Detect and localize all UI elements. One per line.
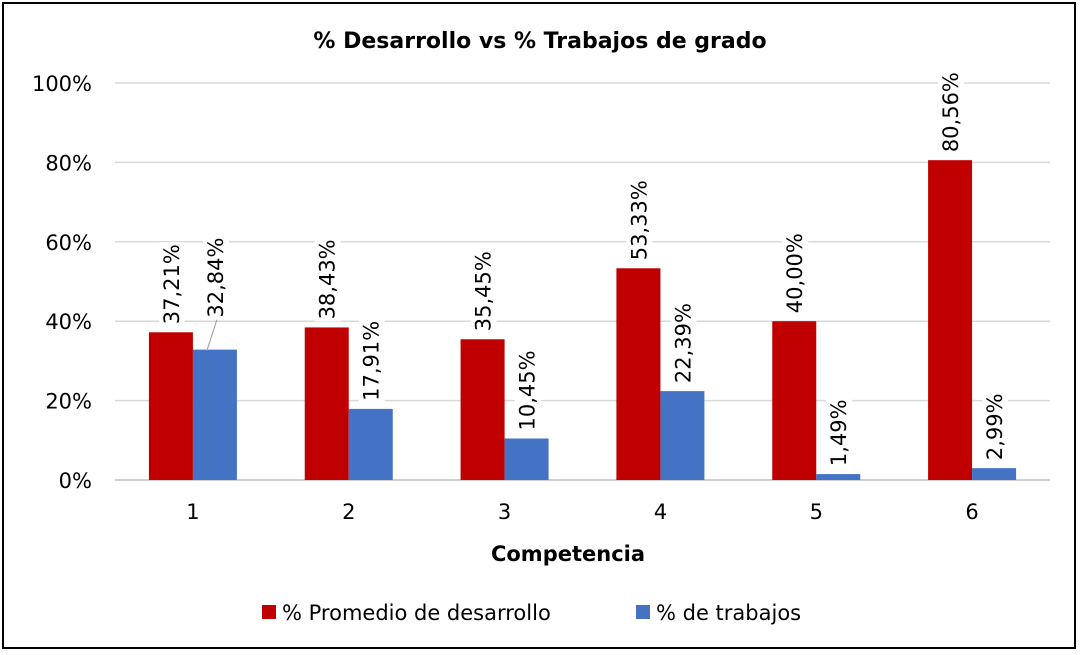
data-label-background: [158, 242, 185, 327]
data-labels: 37,21% 32,84% 38,43% 17,91% 35,45% 10,45% 53,3…: [158, 70, 1009, 469]
data-label-background: [826, 397, 853, 469]
data-label: 37,21%: [160, 244, 184, 324]
data-label: 2,99%: [983, 393, 1007, 460]
x-tick-label: 4: [654, 500, 667, 524]
legend-label: % de trabajos: [656, 601, 801, 625]
data-label-background: [514, 348, 541, 433]
bar-trabajos-4: [660, 391, 705, 480]
y-axis: 0% 20% 40% 60% 80% 100%: [32, 72, 92, 493]
x-tick-label: 3: [498, 500, 511, 524]
legend-label: % Promedio de desarrollo: [282, 601, 551, 625]
data-label-background: [314, 237, 341, 322]
data-label: 53,33%: [627, 180, 651, 260]
y-tick-label: 60%: [45, 231, 92, 255]
legend-swatch: [636, 605, 650, 619]
bars: [148, 160, 1017, 480]
y-tick-label: 80%: [45, 151, 92, 175]
x-tick-label: 2: [342, 500, 355, 524]
y-tick-label: 20%: [45, 390, 92, 414]
data-label-background: [202, 235, 229, 320]
bar-desarrollo-2: [304, 327, 349, 480]
data-label-background: [670, 301, 697, 386]
data-label-background: [358, 318, 385, 403]
bar-desarrollo-4: [616, 268, 661, 480]
bar-trabajos-3: [504, 438, 549, 480]
y-tick-label: 0%: [59, 469, 92, 493]
data-label-background: [626, 178, 653, 263]
bar-trabajos-5: [816, 474, 861, 480]
data-label: 80,56%: [939, 72, 963, 152]
data-label: 38,43%: [316, 239, 340, 319]
legend-swatch: [262, 605, 276, 619]
bar-trabajos-2: [348, 408, 393, 480]
gridlines: [115, 82, 1050, 481]
data-label-background: [782, 231, 809, 316]
data-label-background: [938, 70, 965, 155]
bar-trabajos-6: [972, 468, 1017, 480]
y-tick-label: 100%: [32, 72, 92, 96]
leader-line: [206, 319, 218, 351]
data-label: 10,45%: [516, 350, 540, 430]
bar-desarrollo-5: [772, 321, 817, 480]
legend: % Promedio de desarrollo % de trabajos: [262, 601, 801, 625]
bar-desarrollo-6: [928, 160, 973, 480]
y-tick-label: 40%: [45, 310, 92, 334]
data-label: 32,84%: [204, 238, 228, 318]
x-tick-label: 5: [810, 500, 823, 524]
data-label: 17,91%: [360, 321, 384, 401]
data-label: 40,00%: [783, 233, 807, 313]
data-label: 35,45%: [472, 251, 496, 331]
x-tick-label: 6: [965, 500, 978, 524]
data-label: 22,39%: [671, 303, 695, 383]
data-label-background: [470, 249, 497, 334]
data-label-background: [982, 391, 1009, 463]
chart-title: % Desarrollo vs % Trabajos de grado: [313, 29, 766, 54]
bar-desarrollo-1: [148, 332, 193, 480]
bar-trabajos-1: [192, 349, 237, 480]
data-label: 1,49%: [827, 399, 851, 466]
x-axis-title: Competencia: [491, 542, 645, 566]
x-tick-label: 1: [186, 500, 199, 524]
x-axis: 1 2 3 4 5 6: [186, 500, 979, 524]
bar-desarrollo-3: [460, 339, 505, 480]
